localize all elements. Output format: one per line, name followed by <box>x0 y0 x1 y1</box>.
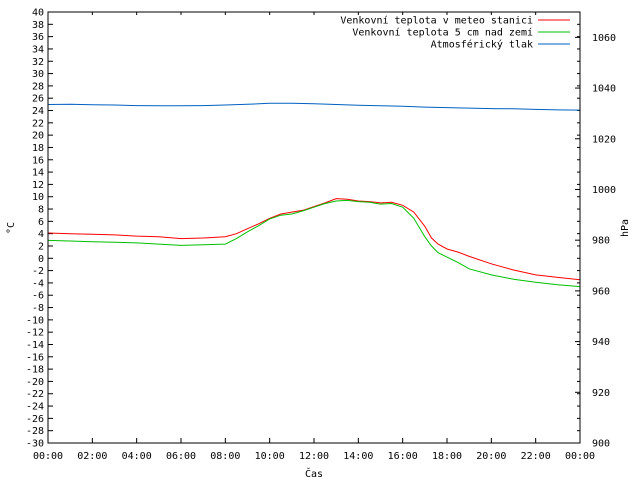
y-tick-label: -22 <box>26 389 44 400</box>
y-tick-label: -24 <box>26 402 44 413</box>
y-tick-label: -2 <box>32 266 44 277</box>
y-tick-label: 38 <box>32 20 44 31</box>
y2-tick-label: 920 <box>592 388 610 399</box>
y-tick-label: 34 <box>32 44 44 55</box>
y-tick-label: 0 <box>38 254 44 265</box>
x-tick-label: 06:00 <box>166 451 196 462</box>
x-tick-label: 16:00 <box>388 451 418 462</box>
y2-tick-label: 980 <box>592 236 610 247</box>
y-tick-label: 18 <box>32 143 44 154</box>
y-tick-label: -6 <box>32 291 44 302</box>
plot-frame <box>47 11 581 444</box>
y-tick-label: 32 <box>32 57 44 68</box>
y-tick-label: -4 <box>32 278 44 289</box>
legend-label: Venkovní teplota v meteo stanici <box>340 15 533 27</box>
x-tick-label: 04:00 <box>122 451 152 462</box>
series-line-0 <box>47 198 581 281</box>
y-tick-label: 22 <box>32 118 44 129</box>
y-tick-label: -26 <box>26 414 44 425</box>
x-tick-label: 14:00 <box>343 451 373 462</box>
legend: Venkovní teplota v meteo staniciVenkovní… <box>340 15 570 51</box>
y2-tick-label: 1020 <box>592 134 616 145</box>
legend-label: Venkovní teplota 5 cm nad zemí <box>352 27 533 39</box>
series-layer <box>47 102 581 288</box>
y-tick-label: 8 <box>38 205 44 216</box>
x-tick-label: 22:00 <box>521 451 551 462</box>
y-tick-label: 2 <box>38 241 44 252</box>
y-tick-label: -30 <box>26 439 44 450</box>
y-tick-label: 16 <box>32 155 44 166</box>
y2-tick-label: 960 <box>592 286 610 297</box>
y2-tick-label: 1040 <box>592 84 616 95</box>
y2-tick-label: 1000 <box>592 185 616 196</box>
y-tick-label: 24 <box>32 106 44 117</box>
y-axis-label: °C <box>6 222 17 234</box>
y-tick-label: -20 <box>26 377 44 388</box>
x-axis-label: Čas <box>305 467 323 480</box>
x-tick-label: 00:00 <box>33 451 63 462</box>
y-tick-label: -8 <box>32 303 44 314</box>
y-tick-label: 28 <box>32 81 44 92</box>
y-tick-label: 12 <box>32 180 44 191</box>
y2-axis-label: hPa <box>620 219 631 237</box>
x-tick-label: 00:00 <box>565 451 595 462</box>
y-tick-label: -18 <box>26 365 44 376</box>
y-tick-label: 10 <box>32 192 44 203</box>
y2-tick-label: 940 <box>592 337 610 348</box>
x-tick-label: 12:00 <box>299 451 329 462</box>
y-tick-label: 30 <box>32 69 44 80</box>
y2-tick-label: 1060 <box>592 33 616 44</box>
y-tick-label: 14 <box>32 168 44 179</box>
legend-label: Atmosférický tlak <box>431 39 533 51</box>
y2-tick-label: 900 <box>592 439 610 450</box>
y-tick-label: -28 <box>26 426 44 437</box>
series-line-1 <box>47 199 581 288</box>
y-tick-label: 20 <box>32 131 44 142</box>
y-tick-label: 4 <box>38 229 44 240</box>
x-tick-label: 18:00 <box>432 451 462 462</box>
y-tick-label: 36 <box>32 32 44 43</box>
y-tick-label: -16 <box>26 352 44 363</box>
x-tick-label: 20:00 <box>476 451 506 462</box>
tick-layer: 4038363432302826242220181614121086420-2-… <box>26 8 616 463</box>
y-tick-label: -12 <box>26 328 44 339</box>
y-tick-label: 6 <box>38 217 44 228</box>
x-tick-label: 02:00 <box>77 451 107 462</box>
y-tick-label: 40 <box>32 8 44 19</box>
y-tick-label: -14 <box>26 340 44 351</box>
series-line-2 <box>47 102 581 111</box>
y-tick-label: -10 <box>26 315 44 326</box>
x-tick-label: 10:00 <box>255 451 285 462</box>
x-tick-label: 08:00 <box>210 451 240 462</box>
y-tick-label: 26 <box>32 94 44 105</box>
